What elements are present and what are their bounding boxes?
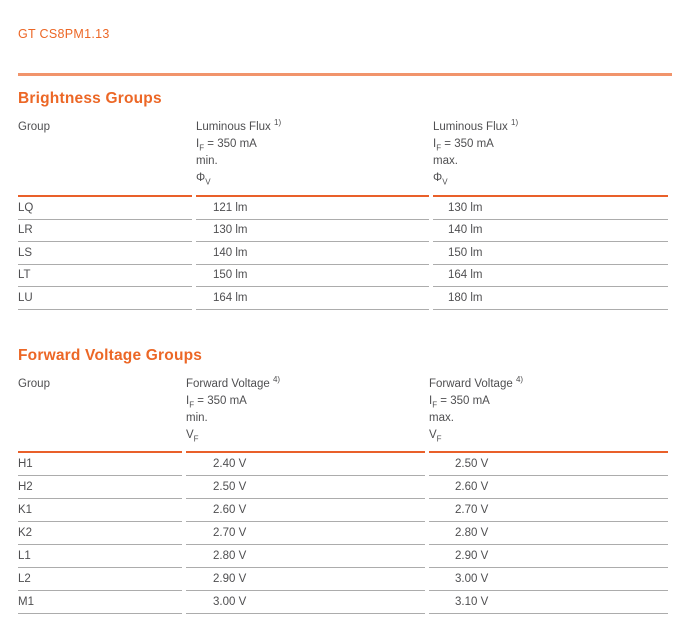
max-value-cell: 2.90 V	[429, 545, 668, 568]
max-value-cell: 3.10 V	[429, 591, 668, 614]
group-cell: LR	[18, 220, 192, 242]
column-header-group: Group	[18, 116, 192, 197]
min-value-cell: 150 lm	[196, 265, 429, 287]
table-header-row: Group Forward Voltage 4) IF = 350 mA min…	[18, 373, 668, 453]
footnote-marker: 1)	[511, 118, 519, 128]
brightness-groups-table: Group Luminous Flux 1) IF = 350 mA min. …	[14, 116, 672, 310]
group-cell: K2	[18, 522, 182, 545]
column-header-luminous-flux-min: Luminous Flux 1) IF = 350 mA min. ΦV	[196, 116, 429, 197]
bound-label: max.	[433, 155, 458, 167]
min-value-cell: 140 lm	[196, 242, 429, 265]
max-value-cell: 164 lm	[433, 265, 668, 287]
min-value-cell: 2.90 V	[186, 568, 425, 591]
table-row: LS 140 lm 150 lm	[18, 242, 668, 265]
table-row: M1 3.00 V 3.10 V	[18, 591, 668, 614]
test-condition: IF = 350 mA	[433, 138, 494, 153]
table-row: K1 2.60 V 2.70 V	[18, 499, 668, 522]
bound-label: min.	[186, 412, 208, 424]
group-cell: LT	[18, 265, 192, 287]
min-value-cell: 2.80 V	[186, 545, 425, 568]
group-cell: LQ	[18, 197, 192, 220]
group-cell: M1	[18, 591, 182, 614]
group-cell: H1	[18, 453, 182, 476]
min-value-cell: 2.50 V	[186, 476, 425, 499]
max-value-cell: 2.70 V	[429, 499, 668, 522]
min-value-cell: 2.60 V	[186, 499, 425, 522]
column-header-luminous-flux-max: Luminous Flux 1) IF = 350 mA max. ΦV	[433, 116, 668, 197]
max-value-cell: 140 lm	[433, 220, 668, 242]
quantity-label: Forward Voltage 4)	[429, 375, 524, 390]
table-row: L1 2.80 V 2.90 V	[18, 545, 668, 568]
max-value-cell: 2.80 V	[429, 522, 668, 545]
symbol-label: ΦV	[196, 172, 211, 187]
footnote-marker: 4)	[272, 375, 281, 385]
test-condition: IF = 350 mA	[196, 138, 257, 153]
column-header-forward-voltage-max: Forward Voltage 4) IF = 350 mA max. VF	[429, 373, 668, 453]
footnote-marker: 1)	[274, 118, 282, 128]
symbol-label: ΦV	[433, 172, 448, 187]
max-value-cell: 150 lm	[433, 242, 668, 265]
symbol-label: VF	[186, 429, 199, 444]
forward-voltage-groups-table: Group Forward Voltage 4) IF = 350 mA min…	[14, 373, 672, 614]
table-row: H1 2.40 V 2.50 V	[18, 453, 668, 476]
min-value-cell: 164 lm	[196, 287, 429, 310]
min-value-cell: 3.00 V	[186, 591, 425, 614]
footnote-marker: 4)	[515, 375, 524, 385]
group-cell: K1	[18, 499, 182, 522]
column-header-group: Group	[18, 373, 182, 453]
column-header-forward-voltage-min: Forward Voltage 4) IF = 350 mA min. VF	[186, 373, 425, 453]
table-row: LR 130 lm 140 lm	[18, 220, 668, 242]
table-row: L2 2.90 V 3.00 V	[18, 568, 668, 591]
min-value-cell: 121 lm	[196, 197, 429, 220]
quantity-label: Luminous Flux 1)	[196, 118, 282, 133]
max-value-cell: 130 lm	[433, 197, 668, 220]
group-cell: H2	[18, 476, 182, 499]
symbol-label: VF	[429, 429, 442, 444]
group-cell: L1	[18, 545, 182, 568]
max-value-cell: 2.60 V	[429, 476, 668, 499]
min-value-cell: 2.40 V	[186, 453, 425, 476]
max-value-cell: 3.00 V	[429, 568, 668, 591]
section-title-forward-voltage-groups: Forward Voltage Groups	[18, 347, 203, 364]
table-row: K2 2.70 V 2.80 V	[18, 522, 668, 545]
max-value-cell: 2.50 V	[429, 453, 668, 476]
product-code: GT CS8PM1.13	[18, 27, 110, 41]
header-divider-rule	[18, 73, 672, 76]
group-cell: LU	[18, 287, 192, 310]
table-row: LQ 121 lm 130 lm	[18, 197, 668, 220]
min-value-cell: 130 lm	[196, 220, 429, 242]
table-row: LT 150 lm 164 lm	[18, 265, 668, 287]
group-cell: LS	[18, 242, 192, 265]
bound-label: max.	[429, 412, 454, 424]
test-condition: IF = 350 mA	[186, 395, 247, 410]
table-row: LU 164 lm 180 lm	[18, 287, 668, 310]
bound-label: min.	[196, 155, 218, 167]
max-value-cell: 180 lm	[433, 287, 668, 310]
min-value-cell: 2.70 V	[186, 522, 425, 545]
section-title-brightness-groups: Brightness Groups	[18, 90, 162, 107]
quantity-label: Luminous Flux 1)	[433, 118, 519, 133]
quantity-label: Forward Voltage 4)	[186, 375, 281, 390]
table-row: H2 2.50 V 2.60 V	[18, 476, 668, 499]
group-cell: L2	[18, 568, 182, 591]
table-header-row: Group Luminous Flux 1) IF = 350 mA min. …	[18, 116, 668, 197]
test-condition: IF = 350 mA	[429, 395, 490, 410]
